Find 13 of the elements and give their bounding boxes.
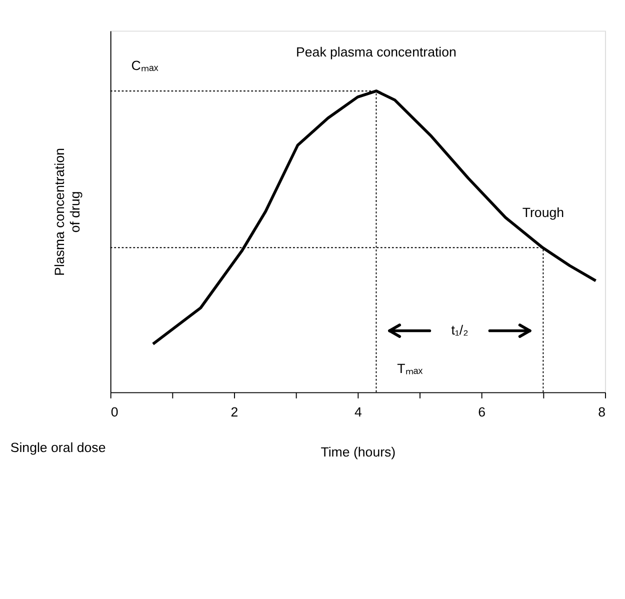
annotation: Trough: [522, 205, 564, 220]
x-tick-label: 4: [354, 404, 362, 420]
annotation: t₁/₂: [451, 322, 468, 338]
y-axis-title: Plasma concentration of drug: [52, 148, 82, 276]
x-tick-label: 8: [598, 404, 606, 420]
x-tick-label: 2: [230, 404, 238, 420]
x-tick-label: 6: [478, 404, 486, 420]
annotation: Peak plasma concentration: [296, 44, 456, 60]
ref-line-label: Cₘₐₓ: [131, 58, 159, 74]
ref-line-label: Tₘₐₓ: [397, 361, 424, 376]
text: Single oral dose: [10, 440, 106, 456]
x-axis-title: Time (hours): [320, 444, 396, 460]
x-tick-label: 0: [110, 404, 118, 420]
